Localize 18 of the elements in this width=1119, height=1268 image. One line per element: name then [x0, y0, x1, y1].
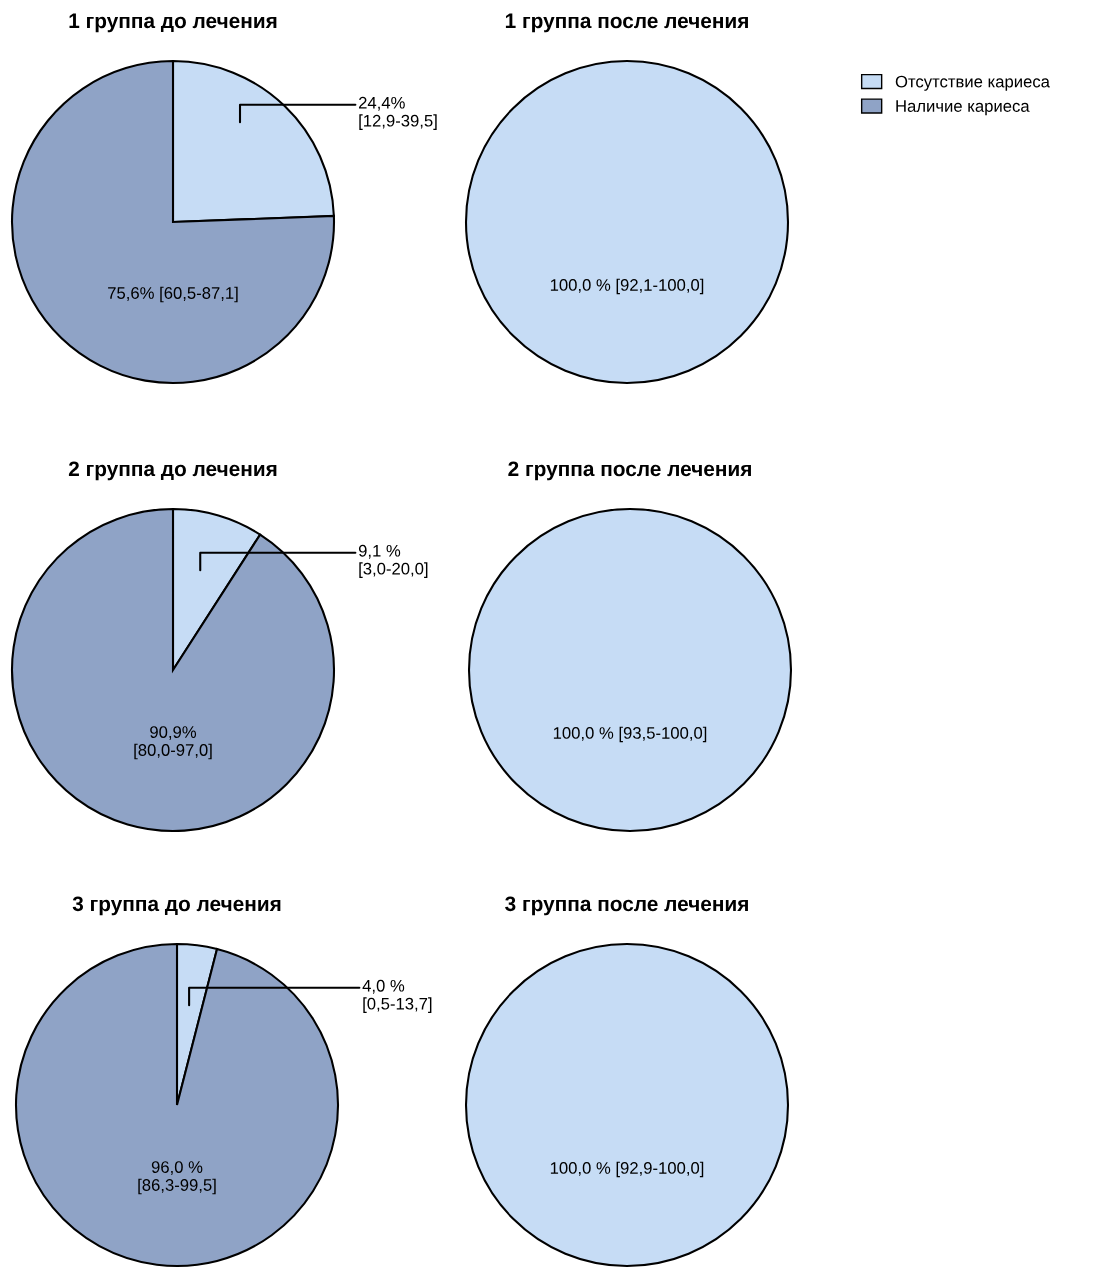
legend-label: Наличие кариеса [896, 100, 1030, 116]
data-label: 90,9% [80,0-97,0] [134, 726, 212, 760]
data-label: 9,1 % [3,0-20,0] [358, 544, 428, 578]
pie-slice [10, 59, 336, 385]
legend-label: Отсутствие кариеса [895, 75, 1050, 91]
data-label: 24,4% [12,9-39,5] [358, 96, 437, 130]
data-label: 100,0 % [93,5-100,0] [553, 726, 707, 743]
chart-title: 1 группа после лечения [505, 13, 748, 33]
chart-title: 3 группа до лечения [72, 896, 281, 916]
data-label: 100,0 % [92,1-100,0] [550, 278, 704, 295]
data-label: 4,0 % [0,5-13,7] [362, 979, 432, 1013]
chart-title: 2 группа после лечения [508, 461, 751, 481]
chart-title: 1 группа до лечения [69, 13, 277, 33]
data-label: 96,0 % [86,3-99,5] [138, 1161, 216, 1195]
chart-title: 3 группа после лечения [505, 896, 748, 916]
data-label: 100,0 % [92,9-100,0] [550, 1161, 704, 1178]
data-label: 75,6% [60,5-87,1] [108, 286, 238, 303]
chart-title: 2 группа до лечения [68, 461, 277, 481]
